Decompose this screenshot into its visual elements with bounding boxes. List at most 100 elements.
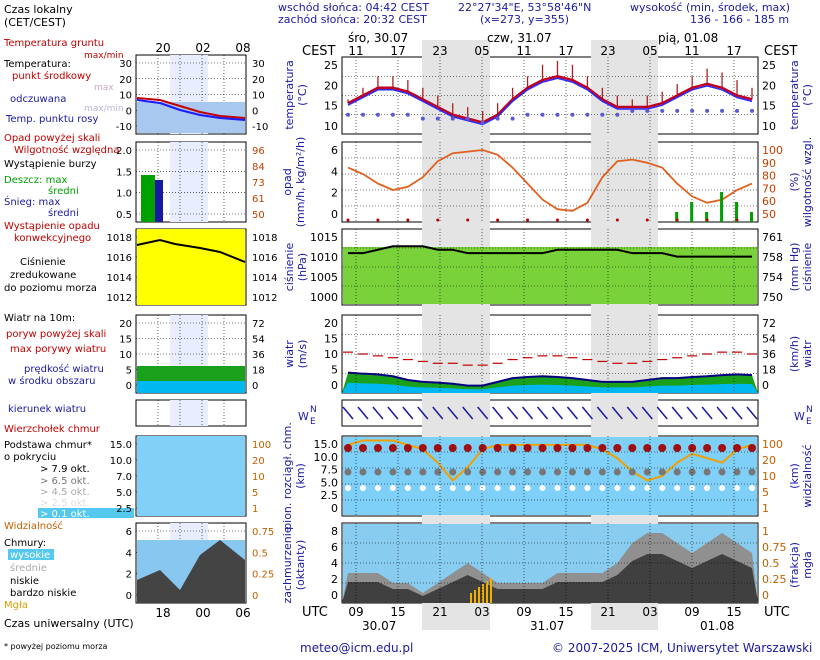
dew-point — [435, 116, 440, 121]
precip-dot — [376, 218, 380, 222]
left-raxis-tick: 36 — [252, 350, 265, 361]
main-raxis-tick: 90 — [762, 157, 776, 170]
precip-bar — [675, 212, 679, 222]
day-label-top: pią, 01.08 — [658, 31, 718, 45]
main-axis-tick: 10 — [324, 120, 338, 133]
cloud-base-label: Podstawa chmur* — [4, 440, 92, 451]
cloud-top-dot — [553, 444, 562, 452]
main-axis-tick: 4 — [331, 165, 338, 178]
precip-bar — [735, 202, 739, 222]
pressure-label1: Ciśnienie — [20, 256, 66, 268]
fog-bar — [470, 593, 472, 603]
left-local-tick: 08 — [235, 41, 250, 55]
cloud-top-dot — [344, 444, 352, 452]
utc-label: Czas uniwersalny (UTC) — [4, 617, 134, 630]
wind-dir-arrow — [671, 406, 683, 420]
left-axis-tick: 15 — [119, 335, 132, 346]
main-raxis-tick: 0.75 — [762, 541, 787, 554]
cloud-base-dot-light — [419, 485, 426, 491]
cloud-base-dot — [718, 468, 726, 476]
cloud-base-dot-light — [524, 485, 531, 491]
left-raxis-tick: 73 — [252, 178, 265, 189]
wind-axis-label: wiatr — [283, 340, 296, 368]
dew-point — [375, 112, 380, 117]
precip-bar — [690, 202, 694, 222]
main-raxis-tick: 18 — [762, 364, 776, 377]
main-raxis-tick: 20 — [762, 79, 776, 92]
precip-bar — [720, 192, 724, 222]
pressure-label3: do poziomu morza — [4, 283, 97, 294]
okt01-label: > 0.1 okt. — [40, 509, 90, 520]
main-raxis-tick: 25 — [762, 59, 776, 72]
bottom-hour-tick: 03 — [642, 605, 657, 619]
cloud-top-dot — [388, 444, 397, 452]
left-axis-tick: -10 — [116, 122, 132, 133]
mmhg-raxis-unit: (mm Hg) — [788, 243, 801, 292]
left-raxis-tick: 0 — [252, 106, 258, 117]
cloud-top-dot — [508, 444, 517, 452]
main-axis-tick: 4 — [331, 557, 338, 570]
main-axis-tick: 1015 — [310, 231, 338, 244]
dew-point — [585, 112, 590, 117]
main-axis-tick: 15 — [324, 333, 338, 346]
wind-axis-unit: (m/s) — [296, 340, 309, 369]
left-axis-tick: 0 — [126, 591, 132, 602]
dew-point — [705, 108, 710, 113]
dew-point — [690, 108, 695, 113]
main-raxis-tick: 50 — [762, 208, 776, 221]
precip-dot — [406, 218, 410, 222]
left-raxis-tick: -10 — [252, 122, 268, 133]
temp-title: Temperatura: — [3, 59, 71, 70]
compass-w-r: W — [794, 410, 805, 423]
cloud-top-dot — [718, 444, 727, 452]
main-raxis-tick: 0 — [762, 379, 769, 392]
dew-point — [555, 112, 560, 117]
main-axis-tick: 20 — [324, 317, 338, 330]
email-link[interactable]: meteo@icm.edu.pl — [300, 641, 414, 655]
left-raxis-tick: 20 — [252, 75, 265, 86]
cloud-base-dot — [628, 468, 636, 476]
cloud-cover-label: o pokryciu — [4, 452, 56, 463]
cloud-base-dot-light — [494, 485, 501, 491]
left-pressure-fill — [137, 229, 245, 305]
left-night-4 — [170, 400, 208, 426]
cloud-base-dot-light — [734, 485, 741, 491]
temp-feel-line — [347, 77, 753, 126]
left-axis-tick: 10.0 — [110, 456, 132, 467]
wind-dir-label: kierunek wiatru — [8, 404, 86, 415]
rain-mean-label: średni — [48, 185, 79, 197]
clouds-low-label: niskie — [10, 576, 39, 587]
bottom-hour-tick: 21 — [432, 605, 447, 619]
cloud-base-dot-light — [374, 485, 381, 491]
left-axis-tick: 4 — [126, 548, 132, 559]
left-cl-low — [137, 540, 245, 603]
main-raxis-tick: 0.25 — [762, 573, 787, 586]
cloud-base-dot — [374, 468, 382, 476]
left-raxis-tick: 1016 — [252, 253, 277, 264]
cl-axis-label: zachmurzenie — [281, 526, 294, 603]
dew-point — [465, 116, 470, 121]
main-raxis-tick: 10 — [762, 470, 776, 483]
left-axis-tick: 30 — [119, 59, 132, 70]
main-raxis-tick: 758 — [762, 251, 783, 264]
left-raxis-tick: 10 — [252, 91, 265, 102]
main-raxis-tick: 70 — [762, 182, 776, 195]
left-axis-tick: 1.5 — [116, 167, 132, 178]
main-axis-tick: 10.0 — [314, 451, 339, 464]
left-raxis-tick: 1012 — [252, 293, 277, 304]
wind-dir-arrow — [686, 406, 698, 420]
cloud-base-dot — [479, 468, 487, 476]
left-raxis-tick: 96 — [252, 146, 265, 157]
soil-temp-label: Temperatura gruntu — [3, 38, 104, 49]
left-utc-tick: 00 — [195, 606, 210, 620]
wind-dir-arrow — [746, 406, 758, 420]
wind-dir-arrow — [551, 406, 564, 420]
left-axis-tick: 0 — [126, 106, 132, 117]
main-raxis-tick: 0.5 — [762, 557, 780, 570]
wind-dir-arrow — [432, 406, 444, 420]
left-axis-tick: 5 — [126, 366, 132, 377]
sunrise-text: wschód słońca: 04:42 CEST — [278, 1, 430, 14]
cb-fill — [343, 437, 757, 515]
cloud-top-label: Wierzchołek chmur — [4, 424, 101, 435]
